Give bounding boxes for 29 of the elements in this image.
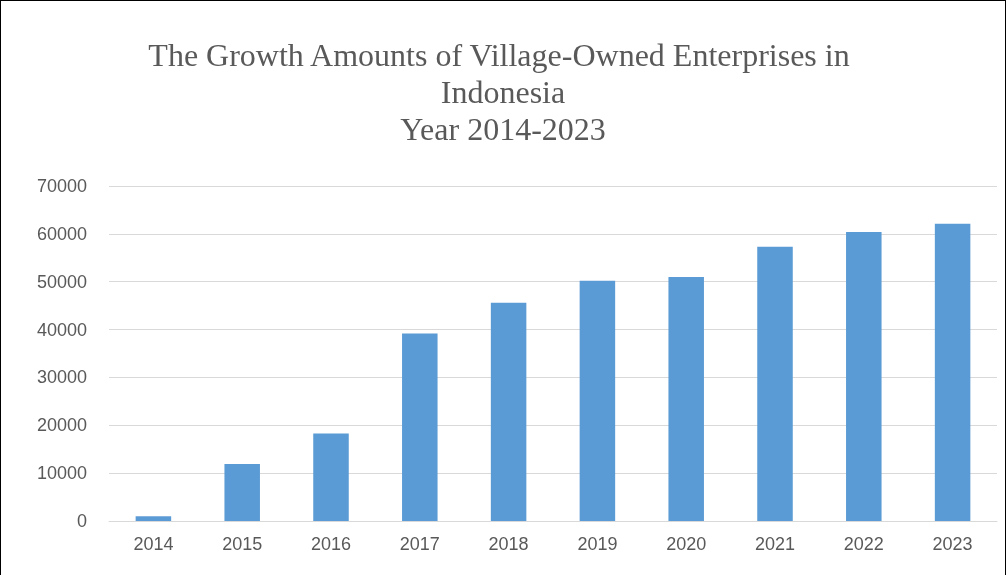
- bar: [668, 276, 704, 521]
- y-tick-label: 0: [76, 511, 87, 531]
- bar: [490, 302, 527, 521]
- bar: [579, 280, 616, 521]
- bar: [135, 516, 172, 521]
- bar: [224, 464, 260, 521]
- bar: [402, 333, 438, 521]
- bar: [934, 223, 971, 521]
- y-tick-label: 40000: [36, 319, 87, 340]
- x-tick-label: 2019: [577, 534, 618, 554]
- x-tick-label: 2016: [310, 534, 352, 554]
- y-tick-label: 20000: [36, 415, 87, 436]
- x-tick-label: 2015: [222, 534, 263, 554]
- y-tick-label: 60000: [36, 223, 87, 244]
- x-tick-label: 2021: [754, 534, 796, 554]
- x-tick-label: 2017: [399, 534, 440, 554]
- y-tick-label: 30000: [36, 367, 87, 388]
- bar: [313, 433, 349, 521]
- chart-title: The Growth Amounts of Village-Owned Enterprises in Indonesia Year 2014-2023: [148, 36, 858, 147]
- x-tick-label: 2018: [488, 534, 529, 554]
- y-tick-label: 70000: [36, 176, 87, 196]
- bar: [846, 231, 882, 521]
- y-tick-label: 50000: [36, 271, 87, 292]
- bar: [757, 246, 793, 521]
- y-tick-label: 10000: [36, 463, 87, 484]
- x-tick-label: 2014: [133, 534, 174, 554]
- x-tick-label: 2023: [932, 534, 973, 554]
- x-tick-label: 2022: [843, 534, 884, 554]
- x-tick-label: 2020: [666, 534, 707, 554]
